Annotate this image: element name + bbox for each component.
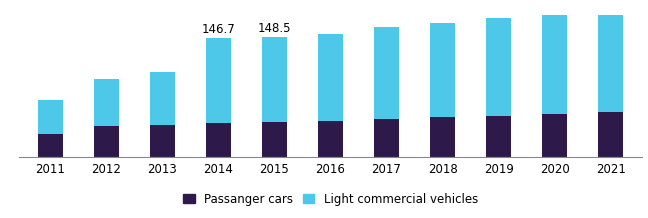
Bar [598,5,623,112]
Bar [262,37,287,122]
Bar [486,116,511,157]
Bar [150,124,175,157]
Bar [94,79,119,126]
Bar [374,119,399,157]
Bar [318,34,343,121]
Bar [206,123,231,157]
Text: 148.5: 148.5 [258,22,291,35]
Bar [318,121,343,157]
Bar [94,126,119,157]
Bar [542,114,567,157]
Legend: Passanger cars, Light commercial vehicles: Passanger cars, Light commercial vehicle… [178,188,483,211]
Bar [374,27,399,119]
Bar [542,12,567,114]
Bar [206,38,231,123]
Bar [430,23,455,117]
Bar [262,122,287,157]
Bar [150,72,175,124]
Bar [430,117,455,157]
Bar [38,100,63,134]
Text: 146.7: 146.7 [202,23,235,36]
Bar [598,112,623,157]
Bar [38,134,63,157]
Bar [486,18,511,116]
